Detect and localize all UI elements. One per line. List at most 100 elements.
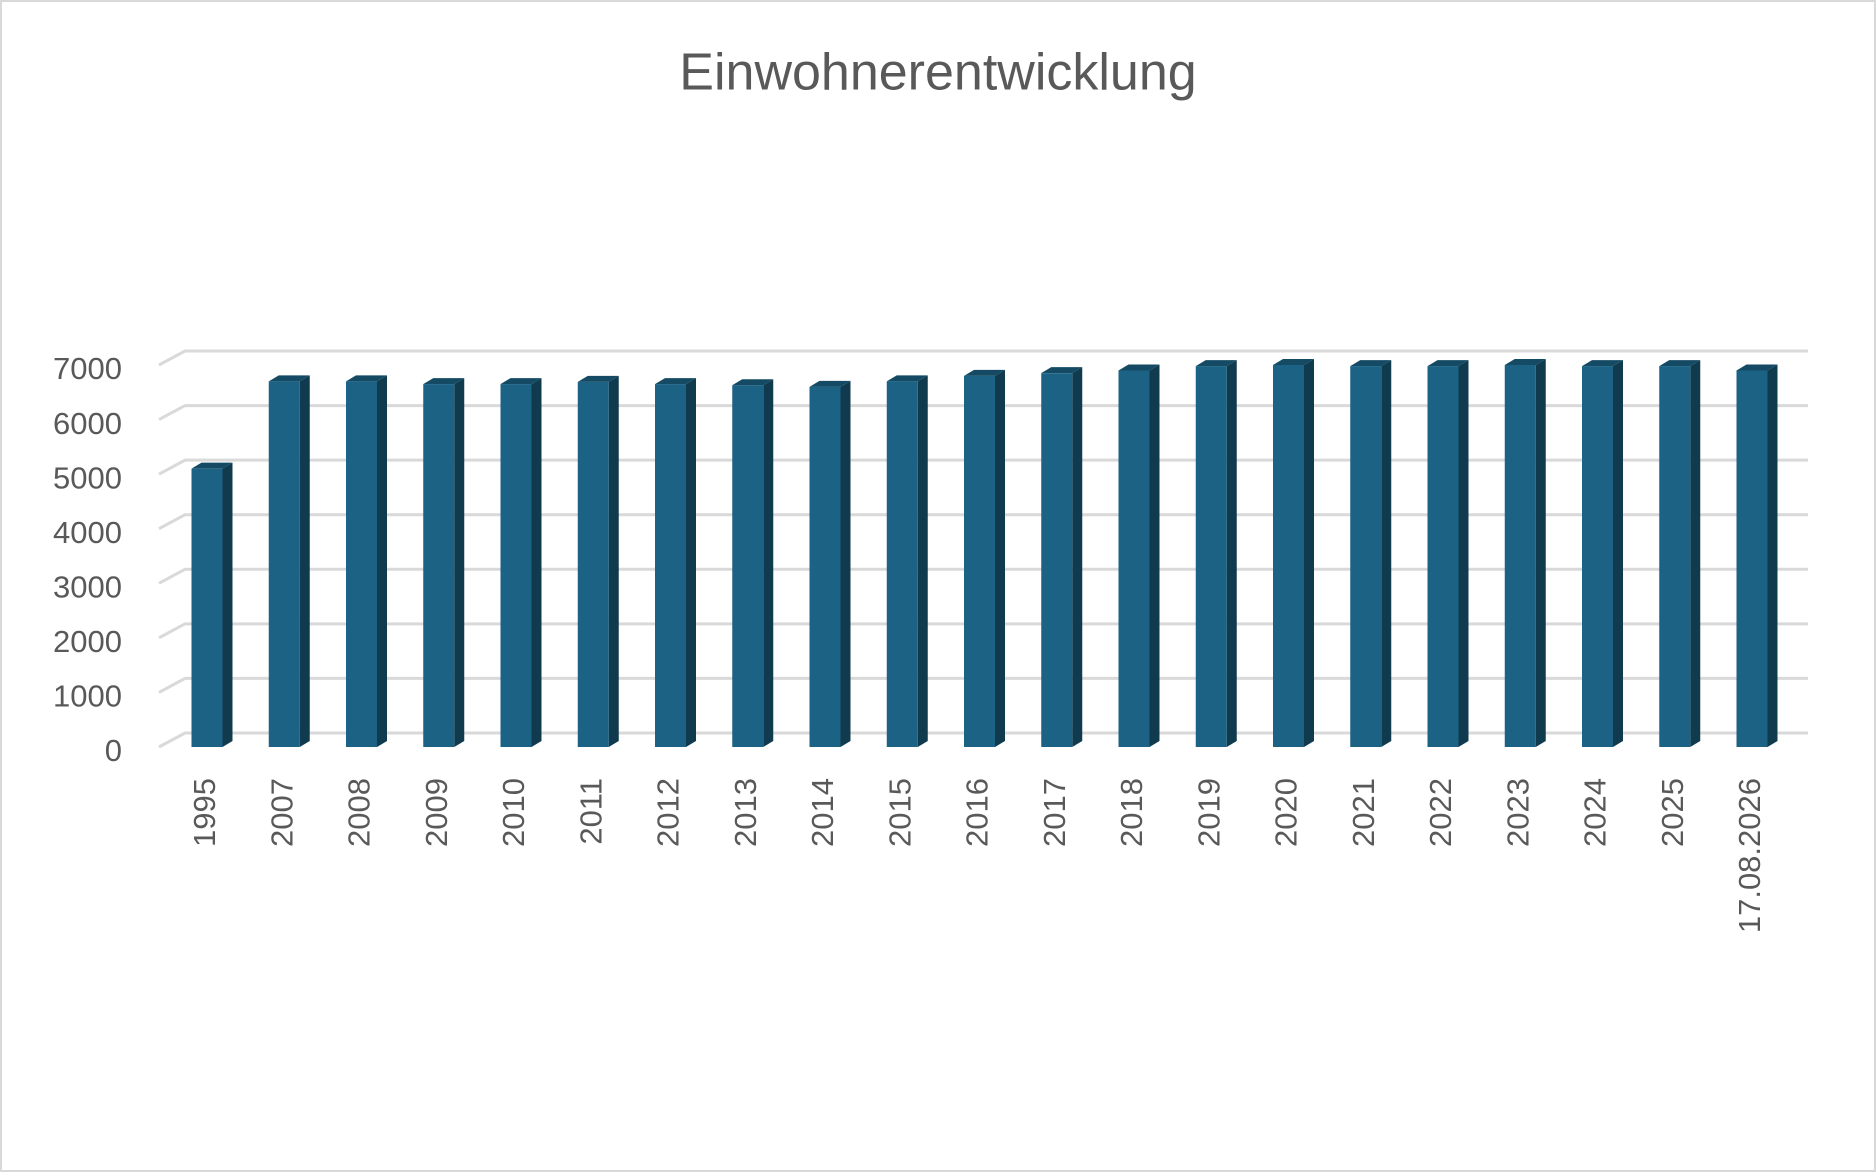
bar-side — [763, 379, 774, 747]
x-tick-label: 2014 — [805, 778, 840, 847]
bar-top — [1273, 359, 1314, 365]
bar-side — [608, 375, 619, 747]
bar-top — [1659, 360, 1701, 367]
y-tick-label: 0 — [105, 733, 122, 768]
bar-top — [1195, 360, 1237, 367]
bar — [268, 381, 300, 747]
bar-side — [1613, 360, 1623, 747]
grid-line — [158, 458, 1808, 476]
bar-top — [964, 369, 1005, 376]
bar-side — [454, 378, 465, 747]
x-tick-label: 2021 — [1346, 778, 1381, 847]
bar — [886, 381, 918, 747]
bar-side — [1535, 359, 1546, 747]
bar — [1118, 370, 1150, 747]
bar — [346, 381, 377, 747]
y-tick-label: 1000 — [53, 679, 122, 714]
bar — [1504, 365, 1536, 747]
bar-side — [222, 462, 233, 747]
bar-top — [577, 375, 619, 382]
grid-line — [158, 676, 1808, 694]
bar-side — [1767, 364, 1778, 747]
bar-top — [1582, 360, 1623, 367]
x-tick-label: 2016 — [960, 778, 995, 847]
grid-line — [158, 567, 1808, 585]
bar — [500, 384, 532, 747]
bar — [732, 385, 764, 747]
x-tick-label: 2020 — [1269, 778, 1304, 847]
bar — [964, 375, 995, 747]
x-tick-label: 2009 — [419, 778, 454, 847]
x-tick-label: 2007 — [264, 778, 299, 847]
bar-top — [346, 375, 387, 382]
bar-top — [1427, 360, 1469, 367]
bar-side — [1381, 360, 1392, 747]
x-tick-label: 2018 — [1114, 778, 1149, 847]
bar-side — [1226, 360, 1237, 747]
y-tick-label: 2000 — [53, 624, 122, 659]
bar — [1582, 366, 1613, 747]
x-tick-label: 2015 — [882, 778, 917, 847]
bar-top — [1504, 359, 1546, 365]
bar-side — [1072, 367, 1083, 747]
x-tick-label: 1995 — [187, 778, 222, 847]
bar-side — [995, 369, 1005, 747]
y-tick-label: 6000 — [53, 406, 122, 441]
y-tick-label: 7000 — [53, 351, 122, 386]
bar-side — [531, 378, 542, 747]
grid-line — [158, 404, 1808, 421]
bar-top — [1350, 360, 1392, 367]
grid-line — [158, 731, 1808, 749]
bar-top — [191, 462, 233, 469]
bar-top — [655, 378, 696, 385]
bar-top — [500, 378, 542, 385]
chart-title: Einwohnerentwicklung — [679, 44, 1196, 102]
x-tick-label: 2008 — [342, 778, 377, 847]
bar-side — [1304, 359, 1314, 747]
bar-top — [732, 379, 774, 386]
bar-side — [1458, 360, 1469, 747]
bar — [191, 468, 223, 747]
x-tick-label: 2012 — [651, 778, 686, 847]
bar-side — [299, 375, 310, 747]
y-tick-label: 5000 — [53, 460, 122, 495]
x-tick-label: 2022 — [1423, 778, 1458, 847]
bar-side — [1690, 360, 1701, 747]
bar-top — [886, 375, 928, 382]
x-tick-label: 2023 — [1500, 778, 1535, 847]
grid-line — [158, 622, 1808, 640]
bar — [1273, 365, 1304, 747]
x-tick-label: 2024 — [1578, 778, 1613, 847]
x-tick-label: 2017 — [1037, 778, 1072, 847]
y-tick-label: 4000 — [53, 515, 122, 550]
bar-top — [1041, 367, 1083, 374]
bar — [1195, 366, 1227, 747]
bar-side — [1149, 364, 1160, 747]
grid-line — [158, 513, 1808, 531]
bar — [809, 386, 841, 747]
bar-side — [917, 375, 928, 747]
bar — [1350, 366, 1382, 747]
x-tick-label: 2025 — [1655, 778, 1690, 847]
x-tick-label: 17.08.2026 — [1732, 778, 1767, 933]
bar-top — [1118, 364, 1160, 371]
bar-top — [809, 380, 851, 387]
x-tick-label: 2010 — [496, 778, 531, 847]
grid-line — [158, 349, 1808, 367]
bar-top — [1736, 364, 1778, 371]
x-tick-label: 2011 — [573, 778, 608, 845]
bar-side — [686, 378, 696, 747]
bar-side — [377, 375, 387, 747]
bar — [1041, 373, 1073, 747]
x-tick-label: 2013 — [728, 778, 763, 847]
bar — [1427, 366, 1459, 747]
bar-top — [423, 378, 465, 385]
bar — [1659, 366, 1691, 747]
bar-top — [268, 375, 310, 382]
bar — [577, 381, 609, 747]
bar-side — [840, 380, 851, 747]
y-tick-label: 3000 — [53, 569, 122, 604]
